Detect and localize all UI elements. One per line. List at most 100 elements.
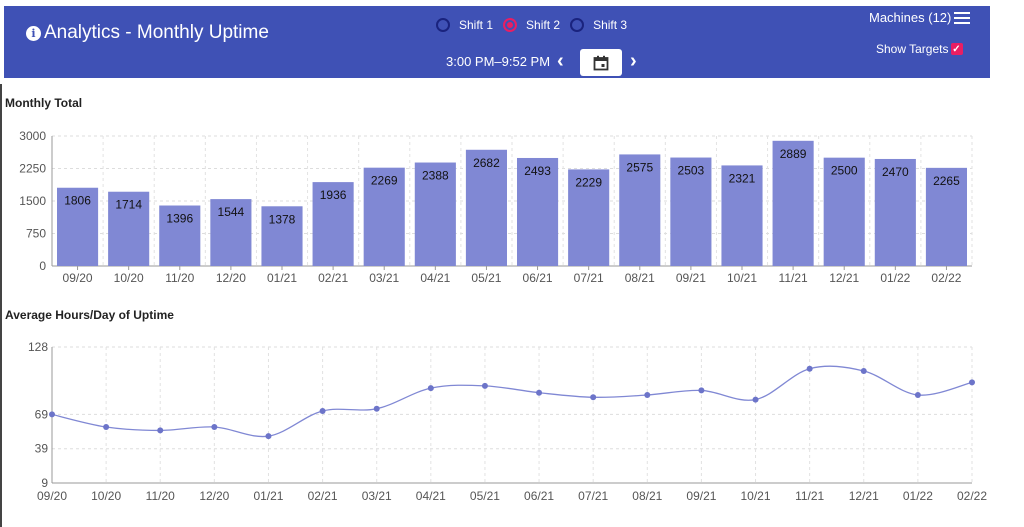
line-x-tick-label: 12/20	[199, 489, 229, 503]
bar-value-label: 2575	[626, 160, 653, 174]
line-x-tick-label: 01/21	[253, 489, 283, 503]
line-x-tick-label: 05/21	[470, 489, 500, 503]
app-title: i Analytics - Monthly Uptime	[26, 22, 269, 44]
bar-value-label: 1714	[115, 198, 142, 212]
bar-x-tick-label: 11/20	[165, 271, 194, 285]
bar-value-label: 2388	[422, 169, 449, 183]
bar	[312, 182, 354, 266]
show-targets-toggle[interactable]: Show Targets ✓	[876, 42, 963, 56]
line-x-tick-label: 01/22	[903, 489, 933, 503]
line-point	[860, 368, 867, 374]
bar-y-tick-label: 3000	[19, 129, 46, 143]
next-arrow-icon[interactable]: ›	[630, 50, 637, 72]
bar	[210, 199, 252, 266]
bar-x-tick-label: 11/21	[779, 271, 808, 285]
calendar-icon	[593, 55, 609, 70]
previous-arrow-icon[interactable]: ‹	[557, 50, 564, 72]
line-point	[590, 394, 597, 401]
bar	[108, 191, 150, 266]
bar-x-tick-label: 01/21	[267, 271, 297, 285]
line-x-tick-label: 04/21	[416, 489, 446, 503]
bar-value-label: 2493	[524, 164, 551, 178]
shift-3-radio[interactable]	[570, 18, 585, 32]
line-point	[914, 392, 921, 398]
line-point	[211, 424, 218, 430]
line-x-tick-label: 09/20	[37, 489, 67, 503]
line-point	[969, 379, 975, 386]
shift-1-radio[interactable]	[436, 18, 450, 32]
bar-x-tick-label: 07/21	[574, 271, 604, 285]
bar	[874, 158, 916, 266]
bar-x-tick-label: 04/21	[420, 271, 450, 285]
bar	[465, 149, 507, 266]
line-point	[698, 387, 705, 394]
bar-y-tick-label: 750	[26, 227, 46, 241]
line-point	[644, 392, 651, 398]
bar-value-label: 2889	[780, 147, 807, 161]
line-x-tick-label: 06/21	[524, 489, 554, 503]
line-x-tick-label: 10/20	[91, 489, 121, 503]
shift-1-label: Shift 1	[459, 18, 494, 32]
time-range: 3:00 PM–9:52 PM	[446, 54, 551, 69]
uptime-line-chart: 9 39 69 128 09/20 10/20 11/20 12/20 01/21 02/21 03…	[28, 340, 987, 503]
bar-x-tick-label: 01/22	[880, 271, 910, 285]
window-edge	[0, 84, 2, 527]
bar	[414, 162, 456, 266]
shift-3-option[interactable]: Shift 3	[570, 18, 627, 32]
line-x-tick-label: 02/22	[957, 489, 987, 503]
calendar-button[interactable]	[580, 49, 622, 76]
bar-x-tick-label: 02/21	[318, 271, 348, 285]
bar-value-label: 1378	[269, 212, 296, 226]
bar	[261, 206, 303, 266]
line-point	[157, 427, 164, 434]
bar-y-tick-label: 2250	[19, 162, 46, 176]
uptime-series-line	[51, 365, 973, 438]
show-targets-checkbox[interactable]: ✓	[950, 43, 963, 55]
bar-x-tick-label: 10/20	[114, 271, 144, 285]
bar-x-tick-label: 09/20	[63, 271, 93, 285]
line-y-tick-label: 128	[28, 340, 48, 354]
info-icon[interactable]: i	[26, 25, 41, 41]
line-x-tick-label: 02/21	[308, 489, 338, 503]
bar-x-tick-label: 02/22	[931, 271, 961, 285]
bar-value-label: 1936	[320, 188, 347, 202]
bar-value-label: 2269	[371, 174, 398, 188]
monthly-total-title: Monthly Total	[5, 96, 83, 110]
bar	[568, 169, 610, 266]
bar	[670, 157, 712, 266]
bar-value-label: 2229	[575, 175, 602, 189]
shift-2-radio[interactable]	[503, 18, 518, 32]
bar-value-label: 2470	[882, 165, 909, 179]
line-point	[373, 405, 380, 412]
bar-value-label: 2500	[831, 164, 858, 178]
line-point	[536, 389, 543, 396]
bar-value-label: 2265	[933, 174, 960, 188]
show-targets-label: Show Targets	[876, 42, 949, 56]
bar-value-label: 2682	[473, 156, 500, 170]
shift-1-option[interactable]: Shift 1	[436, 18, 493, 32]
bar	[823, 157, 865, 266]
line-point	[49, 411, 55, 418]
line-point	[481, 382, 488, 389]
line-point	[752, 396, 759, 403]
line-point	[265, 433, 272, 440]
machines-menu[interactable]: Machines (12)	[869, 10, 971, 25]
bar	[772, 140, 814, 266]
bar	[159, 205, 201, 266]
bar	[57, 187, 99, 266]
shift-selector: Shift 1 Shift 2 Shift 3	[436, 18, 637, 32]
line-x-tick-label: 12/21	[849, 489, 879, 503]
bar-value-label: 1396	[166, 212, 193, 226]
app-toolbar: i Analytics - Monthly Uptime Shift 1 Shi…	[4, 6, 990, 78]
app-title-text: Analytics - Monthly Uptime	[44, 22, 269, 43]
line-x-tick-label: 11/21	[795, 489, 824, 503]
shift-2-option[interactable]: Shift 2	[503, 18, 560, 32]
bar-value-label: 1544	[218, 205, 245, 219]
bar-x-tick-label: 08/21	[625, 271, 655, 285]
menu-icon[interactable]	[954, 11, 971, 24]
bar-value-label: 2321	[729, 171, 756, 185]
bar	[619, 154, 661, 266]
bar-y-tick-label: 1500	[19, 194, 46, 208]
bar	[363, 167, 405, 266]
bar-x-tick-label: 05/21	[471, 271, 501, 285]
